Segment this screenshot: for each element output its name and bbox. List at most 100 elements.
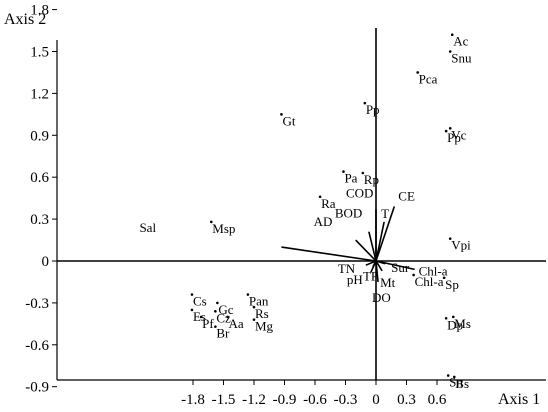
env-vector-chl-a bbox=[375, 260, 415, 271]
species-point-vc bbox=[448, 127, 452, 130]
env-vector-label-cod: COD bbox=[346, 185, 373, 200]
axis-ticks: -0.9-0.6-0.300.30.60.91.21.51.8-1.8 -1.5-… bbox=[25, 3, 447, 408]
species-label-bs: Bs bbox=[455, 376, 469, 391]
x-tick-label: -1.5 bbox=[212, 392, 236, 408]
species-label-chl-a: Chl-a bbox=[415, 274, 444, 289]
y-tick-label: 0.9 bbox=[30, 128, 49, 144]
species-point-rs bbox=[252, 305, 256, 309]
species-label-vpi: Vpi bbox=[451, 238, 471, 253]
species-point-rp bbox=[361, 171, 365, 175]
species-label-msp: Msp bbox=[212, 221, 235, 236]
env-vector-label-sur: Sur bbox=[391, 260, 410, 275]
env-vector-mt bbox=[375, 260, 383, 272]
env-vector-bod bbox=[368, 231, 377, 262]
env-vector-label-bod: BOD bbox=[335, 206, 362, 221]
species-point-es bbox=[190, 308, 194, 312]
species-point-cs bbox=[190, 293, 194, 296]
x-tick-label: -1.2 bbox=[242, 392, 266, 408]
species-label-dp: Dp bbox=[447, 317, 463, 332]
y-axis-title: Axis 2 bbox=[4, 11, 46, 28]
species-point-aa bbox=[226, 315, 229, 319]
env-vector-t bbox=[375, 221, 385, 262]
species-point-pan bbox=[246, 293, 250, 296]
y-tick-label: -0.3 bbox=[25, 296, 49, 312]
species-label-gt: Gt bbox=[282, 113, 295, 128]
y-tick-label: 0.6 bbox=[30, 170, 49, 186]
env-vector-label-ce: CE bbox=[398, 189, 415, 204]
species-label-pp: Pp bbox=[366, 102, 380, 117]
x-tick-label: 0.6 bbox=[428, 392, 447, 408]
species-point-br bbox=[214, 325, 217, 328]
x-tick-label: 0.3 bbox=[397, 392, 416, 408]
x-tick-label: -0.9 bbox=[273, 392, 297, 408]
env-vector-ad bbox=[355, 239, 377, 262]
x-tick-label: 0 bbox=[372, 392, 380, 408]
species-label-es: Es bbox=[193, 309, 206, 324]
species-label-pan: Pan bbox=[249, 294, 269, 309]
x-tick-label: -1.8 bbox=[181, 392, 205, 408]
species-point-pa bbox=[342, 170, 345, 173]
env-vector-label-mt: Mt bbox=[380, 275, 396, 290]
y-tick-label: 1.2 bbox=[30, 86, 49, 102]
zero-lines bbox=[57, 28, 546, 380]
species-label-rs: Rs bbox=[255, 306, 269, 321]
species-label-rp: Rp bbox=[364, 172, 379, 187]
y-tick-label: 0 bbox=[42, 254, 50, 270]
species-point-gt bbox=[280, 113, 283, 116]
species-label-ra: Ra bbox=[321, 196, 336, 211]
env-vector-label-chl-a: Chl-a bbox=[419, 263, 448, 278]
env-vector-label-t: T bbox=[381, 206, 389, 221]
species-point-cz bbox=[214, 309, 217, 313]
species-point-bs bbox=[452, 375, 456, 379]
species-point-pp bbox=[444, 129, 448, 133]
species-label-pa: Pa bbox=[344, 171, 357, 186]
env-vector-label-ph: pH bbox=[347, 272, 363, 287]
species-point-pca bbox=[416, 71, 419, 74]
species-label-ac: Ac bbox=[453, 34, 468, 49]
species-point-msp bbox=[209, 220, 213, 224]
env-vector-sal bbox=[281, 246, 377, 262]
species-label-cz: Cz bbox=[216, 310, 231, 325]
x-tick-label: -0.6 bbox=[303, 392, 327, 408]
env-vector-do bbox=[375, 260, 379, 283]
species-label-sn: Sn bbox=[449, 375, 463, 390]
y-tick-label: 1.8 bbox=[30, 3, 49, 19]
species-label-gc: Gc bbox=[218, 302, 233, 317]
species-label-aa: Aa bbox=[229, 316, 244, 331]
species-point-chl-a bbox=[412, 273, 415, 277]
species-point-ra bbox=[318, 195, 322, 199]
species-label-pca: Pca bbox=[419, 71, 438, 86]
species-point-pf bbox=[199, 315, 203, 319]
species-point-sp bbox=[442, 276, 446, 280]
species-label-br: Br bbox=[216, 326, 230, 341]
species-label-snu: Snu bbox=[451, 50, 472, 65]
plot-frame bbox=[56, 40, 546, 381]
env-vector-label-sal: Sal bbox=[139, 220, 156, 235]
species-point-ms bbox=[451, 315, 455, 319]
species-label-mg: Mg bbox=[255, 319, 274, 334]
species-label-vc: Vc bbox=[451, 127, 466, 142]
x-tick-label: -0.3 bbox=[334, 392, 358, 408]
y-tick-label: 0.3 bbox=[30, 212, 49, 228]
species-label-pp: Pp bbox=[447, 130, 461, 145]
x-axis-title: Axis 1 bbox=[498, 391, 540, 408]
env-vector-label-do: DO bbox=[372, 290, 391, 305]
species-label-pf: Pf bbox=[202, 316, 214, 331]
species-label-ms: Ms bbox=[454, 316, 471, 331]
species-point-gc bbox=[216, 301, 219, 305]
species-point-ac bbox=[450, 33, 454, 37]
species-point-vpi bbox=[448, 237, 452, 240]
species-label-sp: Sp bbox=[445, 277, 459, 292]
species-point-dp bbox=[444, 316, 448, 320]
species-point-pp bbox=[363, 101, 367, 105]
y-tick-label: -0.6 bbox=[25, 338, 49, 354]
env-vector-label-ad: AD bbox=[314, 214, 333, 229]
y-tick-label: 1.5 bbox=[30, 44, 49, 60]
species-label-cs: Cs bbox=[193, 294, 207, 309]
species-point-sn bbox=[446, 374, 450, 377]
env-vector-label-tp: TP bbox=[363, 269, 378, 284]
species-point-mg bbox=[252, 318, 256, 321]
